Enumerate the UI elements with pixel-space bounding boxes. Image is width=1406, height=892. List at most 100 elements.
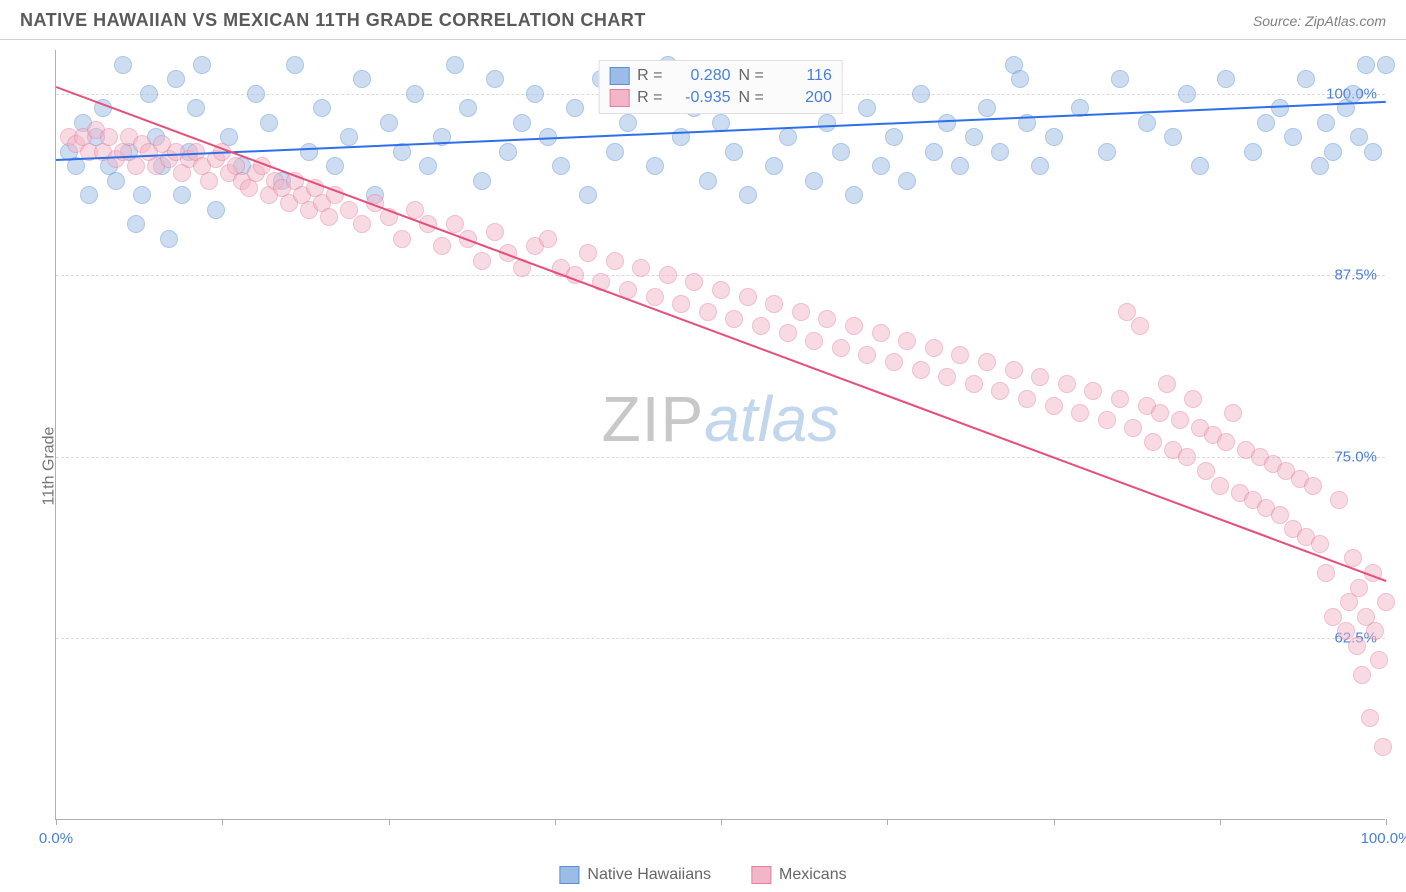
scatter-point [539,230,557,248]
scatter-point [739,288,757,306]
scatter-point [938,368,956,386]
scatter-point [579,244,597,262]
scatter-point [1184,390,1202,408]
scatter-point [1084,382,1102,400]
scatter-point [340,201,358,219]
scatter-point [486,223,504,241]
scatter-point [739,186,757,204]
scatter-point [160,230,178,248]
legend-item-hawaiian: Native Hawaiians [559,866,711,884]
scatter-point [779,128,797,146]
scatter-point [752,317,770,335]
x-tick [1220,819,1221,825]
scatter-point [898,172,916,190]
x-tick [56,819,57,825]
scatter-point [991,382,1009,400]
chart-header: NATIVE HAWAIIAN VS MEXICAN 11TH GRADE CO… [0,0,1406,40]
scatter-point [1178,85,1196,103]
scatter-point [712,281,730,299]
scatter-point [1370,651,1388,669]
scatter-point [1031,157,1049,175]
scatter-point [912,85,930,103]
source-attribution: Source: ZipAtlas.com [1253,13,1386,29]
scatter-point [1311,535,1329,553]
scatter-point [1018,390,1036,408]
scatter-point [832,339,850,357]
scatter-point [173,186,191,204]
scatter-point [1353,666,1371,684]
scatter-point [646,157,664,175]
scatter-point [1118,303,1136,321]
scatter-point [459,99,477,117]
x-tick [721,819,722,825]
scatter-point [446,56,464,74]
x-tick [1386,819,1387,825]
series-legend: Native Hawaiians Mexicans [559,866,846,884]
scatter-point [187,99,205,117]
scatter-point [340,128,358,146]
scatter-point [433,237,451,255]
scatter-point [818,310,836,328]
swatch-mexican-icon [751,866,771,884]
chart-title: NATIVE HAWAIIAN VS MEXICAN 11TH GRADE CO… [20,10,646,31]
n-label: N = [739,89,764,107]
scatter-point [925,143,943,161]
scatter-point [193,56,211,74]
scatter-point [526,85,544,103]
scatter-point [247,85,265,103]
scatter-point [133,186,151,204]
scatter-point [1171,411,1189,429]
x-tick [222,819,223,825]
scatter-point [1257,114,1275,132]
y-tick-label: 75.0% [1334,448,1377,465]
scatter-point [1348,637,1366,655]
scatter-point [1357,56,1375,74]
chart-container: 11th Grade ZIPatlas R = 0.280 N = 116 R … [0,40,1406,892]
scatter-point [898,332,916,350]
scatter-point [991,143,1009,161]
scatter-point [1151,404,1169,422]
scatter-point [1297,70,1315,88]
scatter-point [100,128,118,146]
scatter-point [1045,128,1063,146]
scatter-point [1271,99,1289,117]
scatter-point [1111,70,1129,88]
scatter-point [845,317,863,335]
scatter-point [699,303,717,321]
r-value-hawaiian: 0.280 [671,67,731,85]
scatter-point [1330,491,1348,509]
scatter-point [419,157,437,175]
legend-label-mexican: Mexicans [779,866,847,884]
scatter-point [1374,738,1392,756]
scatter-point [1211,477,1229,495]
scatter-point [659,266,677,284]
scatter-point [885,353,903,371]
scatter-point [114,56,132,74]
scatter-point [499,143,517,161]
scatter-point [925,339,943,357]
scatter-point [486,70,504,88]
scatter-point [858,346,876,364]
scatter-point [1350,579,1368,597]
scatter-point [446,215,464,233]
scatter-point [951,157,969,175]
scatter-point [619,114,637,132]
scatter-point [1344,85,1362,103]
scatter-point [1131,317,1149,335]
scatter-point [1098,411,1116,429]
n-label: N = [739,67,764,85]
scatter-point [167,70,185,88]
scatter-point [805,332,823,350]
scatter-point [1111,390,1129,408]
scatter-point [845,186,863,204]
scatter-point [1317,114,1335,132]
scatter-point [1045,397,1063,415]
watermark: ZIPatlas [602,382,840,456]
scatter-point [353,215,371,233]
scatter-point [1324,608,1342,626]
swatch-hawaiian-icon [559,866,579,884]
x-tick-label: 100.0% [1361,830,1406,847]
scatter-point [606,143,624,161]
legend-item-mexican: Mexicans [751,866,847,884]
scatter-point [725,143,743,161]
